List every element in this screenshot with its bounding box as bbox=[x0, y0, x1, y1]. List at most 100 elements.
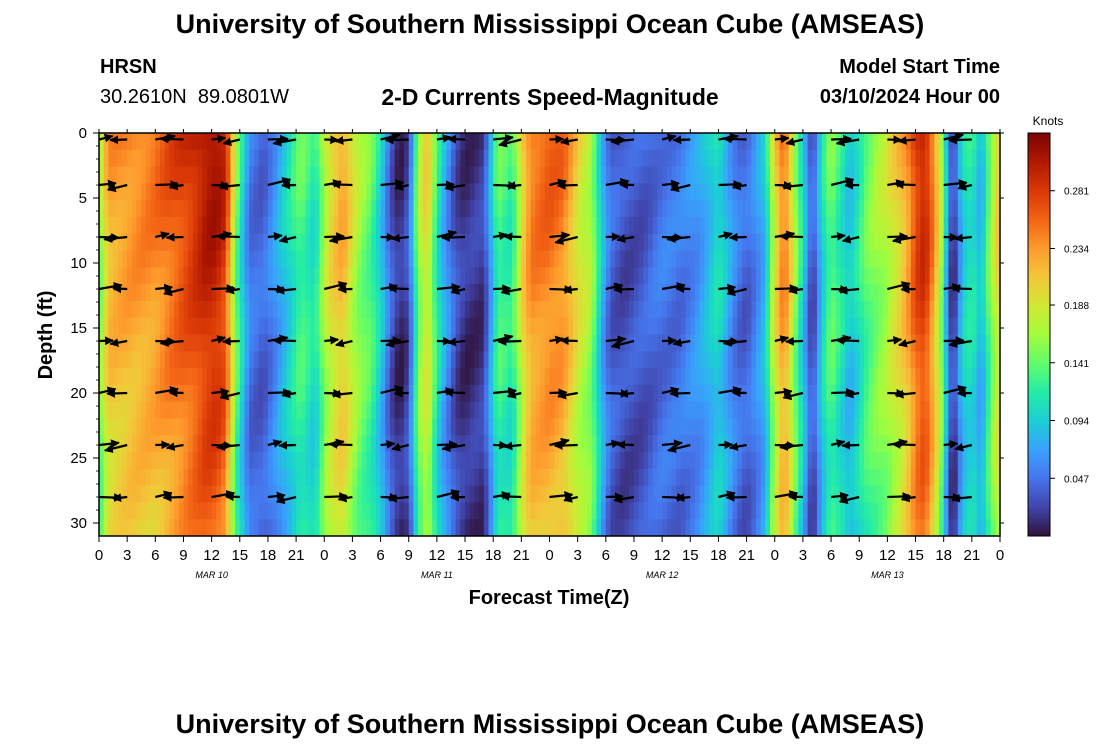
heatmap-cell bbox=[507, 452, 513, 470]
heatmap-cell bbox=[906, 200, 912, 218]
heatmap-cell bbox=[957, 468, 964, 487]
heatmap-cell bbox=[507, 300, 513, 319]
heatmap-cell bbox=[469, 166, 476, 184]
heatmap-cell bbox=[361, 267, 368, 285]
heatmap-cell bbox=[877, 418, 884, 436]
heatmap-cell bbox=[474, 317, 480, 336]
current-vector bbox=[999, 495, 1000, 497]
heatmap-cell bbox=[652, 334, 659, 352]
heatmap-cell bbox=[849, 200, 856, 218]
heatmap-cell bbox=[164, 317, 170, 336]
heatmap-cell bbox=[99, 519, 105, 536]
heatmap-cell bbox=[282, 401, 288, 420]
heatmap-cell bbox=[746, 334, 752, 352]
heatmap-cell bbox=[859, 250, 865, 268]
heatmap-cell bbox=[648, 216, 654, 235]
heatmap-cell bbox=[418, 300, 424, 319]
heatmap-cell bbox=[408, 485, 415, 504]
heatmap-cell bbox=[216, 468, 222, 487]
heatmap-cell bbox=[469, 468, 476, 487]
heatmap-cell bbox=[934, 300, 940, 319]
heatmap-cell bbox=[366, 468, 372, 487]
heatmap-cell bbox=[676, 519, 682, 536]
heatmap-cell bbox=[652, 502, 659, 520]
heatmap-cell bbox=[338, 250, 344, 268]
heatmap-cell bbox=[202, 149, 208, 168]
heatmap-cell bbox=[352, 368, 358, 386]
heatmap-cell bbox=[347, 418, 353, 436]
heatmap-cell bbox=[605, 200, 612, 218]
heatmap-cell bbox=[127, 317, 133, 336]
heatmap-cell bbox=[915, 368, 921, 386]
heatmap-cell bbox=[971, 485, 978, 504]
heatmap-cell bbox=[164, 267, 170, 285]
heatmap-cell bbox=[117, 435, 124, 453]
heatmap-cell bbox=[723, 317, 729, 336]
heatmap-cell bbox=[737, 502, 743, 520]
heatmap-cell bbox=[718, 317, 724, 336]
heatmap-cell bbox=[202, 334, 208, 352]
heatmap-cell bbox=[624, 284, 630, 302]
heatmap-cell bbox=[938, 418, 945, 436]
heatmap-cell bbox=[652, 233, 659, 252]
heatmap-cell bbox=[910, 519, 917, 536]
heatmap-cell bbox=[732, 418, 738, 436]
heatmap-cell bbox=[460, 166, 466, 184]
heatmap-cell bbox=[779, 133, 785, 151]
heatmap-cell bbox=[685, 452, 691, 470]
heatmap-cell bbox=[465, 384, 471, 403]
heatmap-cell bbox=[854, 452, 860, 470]
heatmap-cell bbox=[371, 334, 377, 352]
heatmap-cell bbox=[150, 468, 156, 487]
heatmap-cell bbox=[863, 317, 870, 336]
heatmap-cell bbox=[831, 351, 837, 369]
heatmap-cell bbox=[629, 485, 635, 504]
heatmap-cell bbox=[666, 250, 673, 268]
heatmap-cell bbox=[624, 267, 630, 285]
current-vector bbox=[387, 493, 409, 503]
heatmap-cell bbox=[619, 351, 626, 369]
heatmap-cell bbox=[596, 368, 602, 386]
heatmap-cell bbox=[859, 334, 865, 352]
heatmap-cell bbox=[164, 452, 170, 470]
heatmap-cell bbox=[521, 250, 527, 268]
heatmap-cell bbox=[516, 284, 522, 302]
heatmap-cell bbox=[751, 317, 757, 336]
heatmap-cell bbox=[953, 485, 959, 504]
heatmap-cell bbox=[638, 300, 644, 319]
heatmap-cell bbox=[746, 250, 752, 268]
heatmap-cell bbox=[577, 468, 583, 487]
heatmap-cell bbox=[235, 200, 241, 218]
heatmap-cell bbox=[394, 250, 400, 268]
heatmap-cell bbox=[469, 435, 476, 453]
heatmap-cell bbox=[662, 384, 668, 403]
heatmap-cell bbox=[361, 368, 368, 386]
heatmap-cell bbox=[375, 166, 382, 184]
heatmap-cell bbox=[967, 485, 973, 504]
heatmap-cell bbox=[408, 166, 415, 184]
heatmap-cell bbox=[544, 200, 551, 218]
heatmap-cell bbox=[929, 519, 935, 536]
heatmap-cell bbox=[413, 485, 419, 504]
heatmap-cell bbox=[497, 435, 504, 453]
heatmap-cell bbox=[113, 300, 119, 319]
heatmap-cell bbox=[141, 284, 147, 302]
heatmap-cell bbox=[906, 183, 912, 201]
heatmap-cell bbox=[192, 166, 199, 184]
heatmap-cell bbox=[821, 368, 827, 386]
heatmap-cell bbox=[643, 351, 649, 369]
heatmap-cell bbox=[235, 485, 241, 504]
heatmap-cell bbox=[385, 166, 391, 184]
x-tick-label: 21 bbox=[964, 547, 981, 564]
current-vector bbox=[948, 339, 972, 348]
heatmap-cell bbox=[366, 284, 372, 302]
heatmap-cell bbox=[371, 502, 377, 520]
heatmap-cell bbox=[361, 183, 368, 201]
heatmap-cell bbox=[765, 250, 771, 268]
heatmap-cell bbox=[816, 485, 823, 504]
heatmap-cell bbox=[887, 267, 893, 285]
heatmap-cell bbox=[99, 216, 105, 235]
heatmap-cell bbox=[868, 351, 874, 369]
heatmap-cell bbox=[901, 418, 907, 436]
heatmap-cell bbox=[408, 250, 415, 268]
